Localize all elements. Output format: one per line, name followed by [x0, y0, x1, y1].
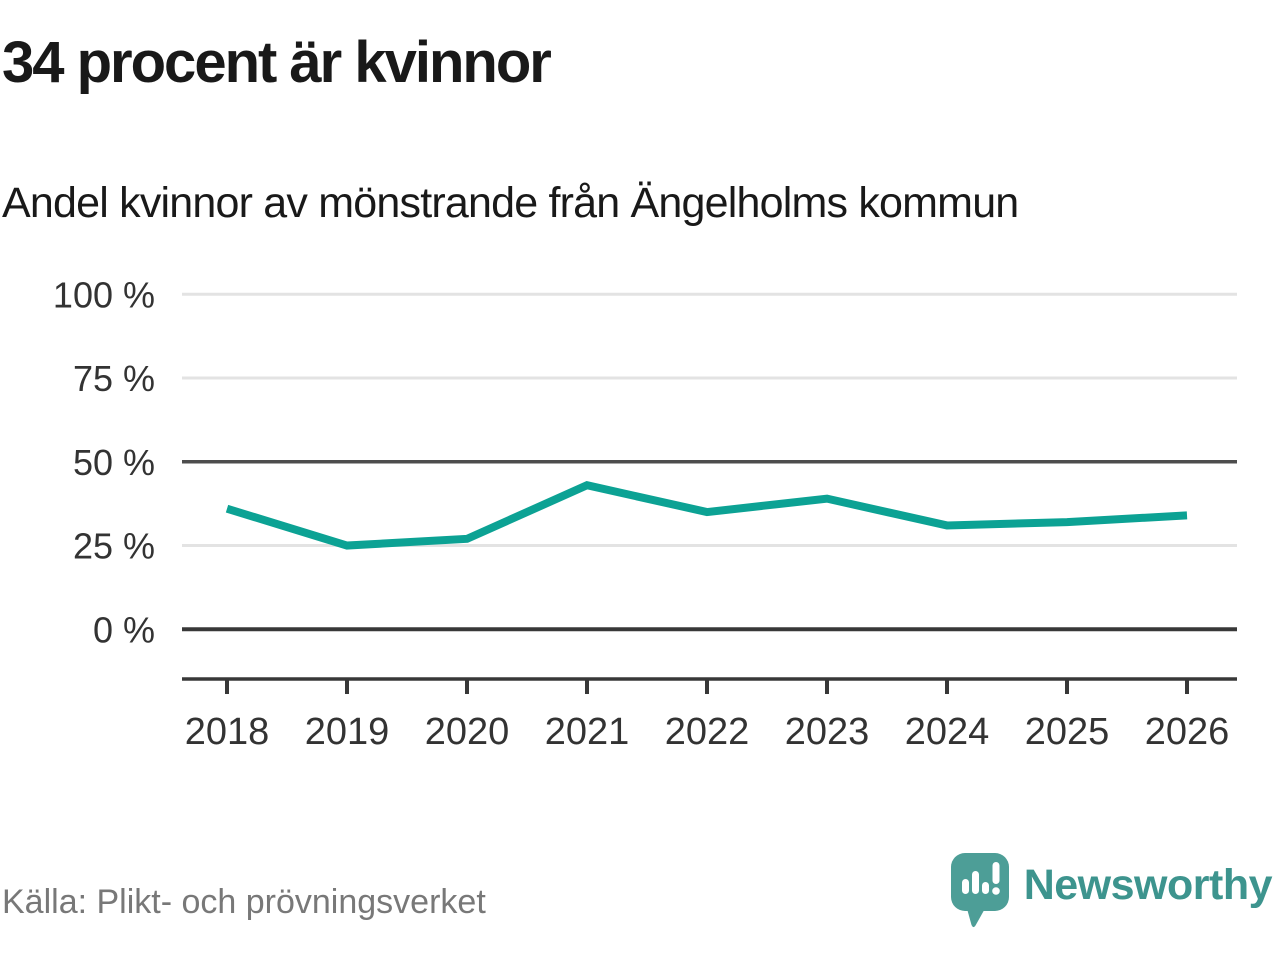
newsworthy-logo-icon	[950, 853, 1009, 928]
newsworthy-wordmark: Newsworthy	[1023, 860, 1273, 909]
y-tick-label-0: 0 %	[93, 609, 155, 650]
newsworthy-logo: Newsworthy	[950, 852, 1273, 932]
x-tick-label-2022: 2022	[665, 711, 750, 753]
x-tick-label-2023: 2023	[785, 711, 870, 753]
logo-bubble-tail	[965, 905, 987, 928]
page-title: 34 procent är kvinnor	[2, 30, 552, 95]
chart-subtitle: Andel kvinnor av mönstrande från Ängelho…	[2, 179, 1019, 227]
y-tick-label-75: 75 %	[73, 358, 155, 399]
x-tick-label-2024: 2024	[905, 711, 990, 753]
x-tick-label-2026: 2026	[1145, 711, 1230, 753]
x-tick-label-2018: 2018	[185, 711, 270, 753]
logo-bar-2	[971, 871, 979, 894]
y-tick-label-25: 25 %	[73, 526, 155, 567]
x-tick-label-2019: 2019	[305, 711, 390, 753]
x-tick-label-2025: 2025	[1025, 711, 1110, 753]
y-tick-label-100: 100 %	[53, 274, 155, 315]
logo-bar-3	[981, 882, 989, 894]
x-tick-label-2020: 2020	[425, 711, 510, 753]
data-line	[225, 481, 1188, 550]
x-tick-label-2021: 2021	[545, 711, 630, 753]
logo-bubble	[950, 853, 1009, 911]
y-tick-label-50: 50 %	[73, 442, 155, 483]
logo-exclamation-dot	[991, 887, 1000, 895]
logo-exclamation-line	[992, 862, 1000, 884]
source-text: Källa: Plikt- och prövningsverket	[2, 883, 486, 921]
logo-bar-1	[961, 879, 969, 894]
